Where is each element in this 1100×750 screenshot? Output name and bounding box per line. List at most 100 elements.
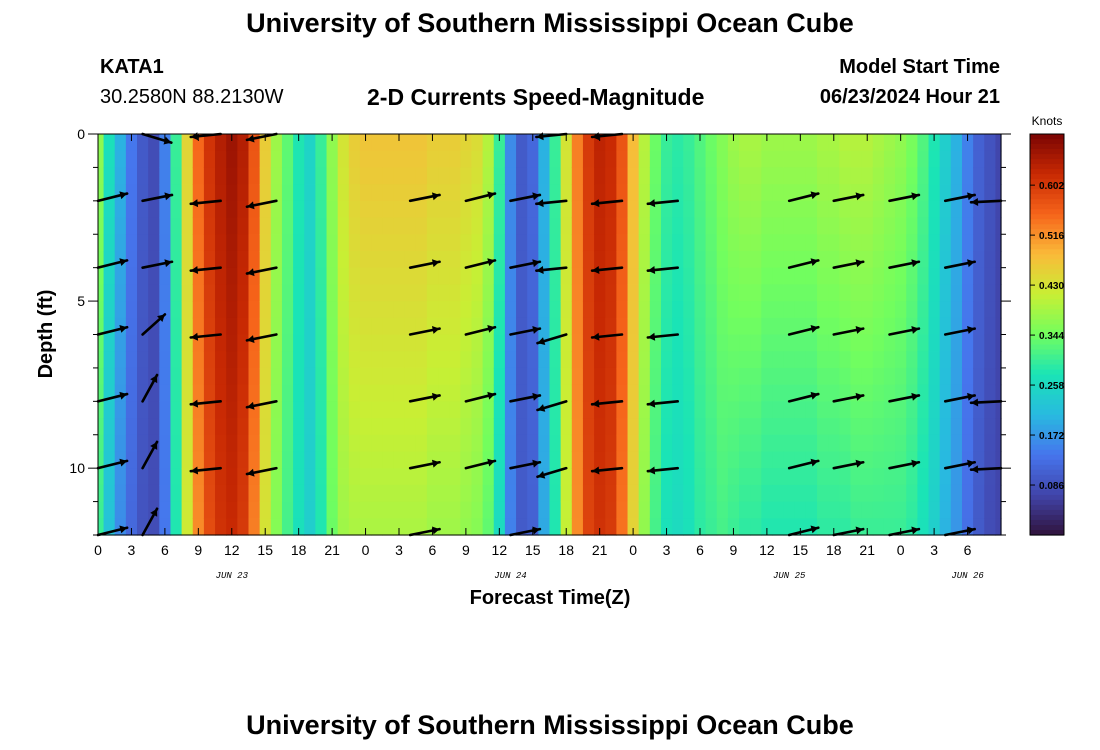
- heatmap-cell: [371, 468, 383, 486]
- heatmap-cell: [817, 234, 829, 252]
- heatmap-cell: [883, 484, 896, 503]
- arrow-head: [855, 459, 864, 468]
- heatmap-cell: [594, 367, 606, 386]
- heatmap-cell: [984, 501, 997, 519]
- heatmap-cell: [828, 451, 840, 469]
- heatmap-cell: [449, 184, 461, 202]
- heatmap-cell: [404, 184, 417, 202]
- current-arrow: [888, 459, 921, 470]
- heatmap-cell: [783, 484, 796, 503]
- heatmap-cell: [326, 167, 339, 185]
- heatmap-cell: [125, 217, 138, 235]
- colorbar-segment: [1030, 399, 1064, 406]
- heatmap-cell: [582, 317, 595, 336]
- heatmap-cell: [594, 150, 606, 169]
- heatmap-cell: [315, 267, 328, 285]
- heatmap-cell: [928, 434, 941, 453]
- heatmap-cell: [137, 200, 149, 219]
- heatmap-cell: [549, 484, 562, 503]
- heatmap-cell: [582, 250, 595, 269]
- heatmap-cell: [839, 217, 852, 235]
- heatmap-cell: [850, 484, 863, 503]
- heatmap-cell: [527, 484, 539, 503]
- heatmap-cell: [114, 434, 127, 453]
- heatmap-cell: [861, 401, 874, 419]
- heatmap-cell: [872, 451, 885, 469]
- heatmap-cell: [125, 401, 138, 419]
- heatmap-cell: [114, 351, 127, 369]
- heatmap-cell: [371, 250, 383, 269]
- heatmap-cell: [237, 468, 250, 486]
- heatmap-cell: [727, 234, 740, 252]
- heatmap-cell: [839, 267, 852, 285]
- heatmap-cell: [315, 167, 328, 185]
- heatmap-cell: [449, 150, 461, 169]
- heatmap-cell: [215, 451, 227, 469]
- heatmap-cell: [103, 184, 116, 202]
- heatmap-cell: [359, 518, 372, 536]
- heatmap-cell: [281, 217, 294, 235]
- arrow-head: [150, 375, 158, 384]
- heatmap-cell: [393, 134, 406, 152]
- heatmap-cell: [348, 384, 361, 402]
- heatmap-cell: [973, 134, 985, 152]
- heatmap-cell: [471, 384, 484, 402]
- heatmap-cell: [594, 468, 606, 486]
- heatmap-cell: [148, 484, 160, 503]
- heatmap-cell: [460, 301, 473, 319]
- heatmap-cell: [226, 434, 238, 453]
- heatmap-cell: [326, 501, 339, 519]
- heatmap-cell: [516, 301, 528, 319]
- heatmap-cell: [828, 401, 840, 419]
- heatmap-cell: [794, 468, 807, 486]
- heatmap-cell: [527, 267, 539, 285]
- heatmap-cell: [493, 167, 506, 185]
- page-title: University of Southern Mississippi Ocean…: [246, 8, 854, 38]
- heatmap-cell: [226, 301, 238, 319]
- heatmap-cell: [482, 217, 495, 235]
- heatmap-cell: [928, 301, 941, 319]
- colorbar-segment: [1030, 509, 1064, 516]
- heatmap-cell: [582, 401, 595, 419]
- colorbar-segment: [1030, 389, 1064, 396]
- current-arrow: [888, 259, 921, 269]
- heatmap-cell: [203, 234, 216, 252]
- heatmap-cell: [716, 250, 729, 269]
- heatmap-cell: [471, 317, 484, 336]
- heatmap-cell: [817, 451, 829, 469]
- current-arrow: [189, 466, 222, 475]
- heatmap-cell: [449, 134, 461, 152]
- heatmap-cell: [393, 468, 406, 486]
- heatmap-cell: [359, 150, 372, 169]
- heatmap-cell: [649, 351, 662, 369]
- heatmap-cell: [627, 217, 640, 235]
- heatmap-cell: [739, 234, 751, 252]
- heatmap-cell: [103, 418, 116, 436]
- heatmap-cell: [750, 468, 762, 486]
- arrow-head: [532, 192, 540, 201]
- heatmap-cell: [237, 217, 250, 235]
- heatmap-cell: [348, 451, 361, 469]
- heatmap-cell: [683, 367, 696, 386]
- heatmap-cell: [772, 367, 785, 386]
- heatmap-cell: [215, 134, 227, 152]
- heatmap-cell: [739, 484, 751, 503]
- heatmap-cell: [727, 284, 740, 302]
- current-arrow: [245, 199, 278, 210]
- heatmap-cell: [906, 484, 918, 503]
- heatmap-cell: [783, 134, 796, 152]
- heatmap-cell: [293, 250, 305, 269]
- heatmap-cell: [973, 217, 985, 235]
- heatmap-cell: [393, 401, 406, 419]
- colorbar-segment: [1030, 429, 1064, 436]
- heatmap-cell: [337, 367, 350, 386]
- heatmap-cell: [460, 284, 473, 302]
- footer-title: University of Southern Mississippi Ocean…: [246, 710, 854, 740]
- heatmap-cell: [181, 484, 194, 503]
- heatmap-cell: [939, 184, 952, 202]
- arrow-head: [911, 392, 919, 401]
- heatmap-cell: [616, 317, 629, 336]
- heatmap-cell: [582, 434, 595, 453]
- heatmap-cell: [382, 418, 395, 436]
- heatmap-cell: [382, 484, 395, 503]
